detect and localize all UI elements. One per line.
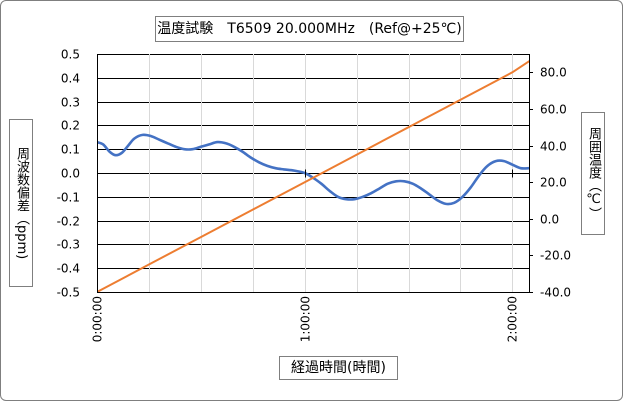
y-axis-title: 周波数偏差（ppm) bbox=[9, 119, 33, 287]
chart-title: 温度試験 T6509 20.000MHz (Ref@+25℃) bbox=[155, 16, 464, 42]
axes: 0.5 0.4 0.3 0.2 0.1 0.0 -0.1 -0.2 -0.3 -0.4 -0.5 0:… bbox=[57, 48, 571, 343]
y-tick-label: 0.5 bbox=[61, 48, 80, 62]
y2-tick-label: -20.0 bbox=[540, 249, 571, 263]
y2-tick-label: 0.0 bbox=[540, 213, 559, 227]
y-tick-label: -0.3 bbox=[57, 238, 80, 252]
y-tick-label: -0.5 bbox=[57, 286, 80, 300]
x-tick-label: 0:00:00 bbox=[91, 296, 105, 342]
temperature-series-line bbox=[97, 60, 529, 292]
y2-tick-label: 40.0 bbox=[540, 140, 567, 154]
y2-axis-title: 周囲温度（℃） bbox=[581, 112, 605, 235]
series-lines bbox=[97, 60, 529, 292]
x-tick-label: 1:00:00 bbox=[299, 296, 313, 342]
y-tick-label: -0.1 bbox=[57, 191, 80, 205]
x-tick-label: 2:00:00 bbox=[506, 296, 520, 342]
y2-tick-label: 60.0 bbox=[540, 103, 567, 117]
y-tick-label: -0.2 bbox=[57, 215, 80, 229]
x-axis-title: 経過時間(時間) bbox=[279, 356, 398, 380]
y-tick-label: 0.4 bbox=[61, 72, 80, 86]
y-tick-label: 0.0 bbox=[61, 167, 80, 181]
y2-tick-label: 20.0 bbox=[540, 176, 567, 190]
y-tick-label: 0.3 bbox=[61, 96, 80, 110]
y-tick-label: -0.4 bbox=[57, 262, 80, 276]
frequency-series-line bbox=[97, 133, 529, 206]
y-tick-label: 0.2 bbox=[61, 119, 80, 133]
y2-tick-label: -40.0 bbox=[540, 286, 571, 300]
y-tick-label: 0.1 bbox=[61, 143, 80, 157]
y2-tick-label: 80.0 bbox=[540, 66, 567, 80]
